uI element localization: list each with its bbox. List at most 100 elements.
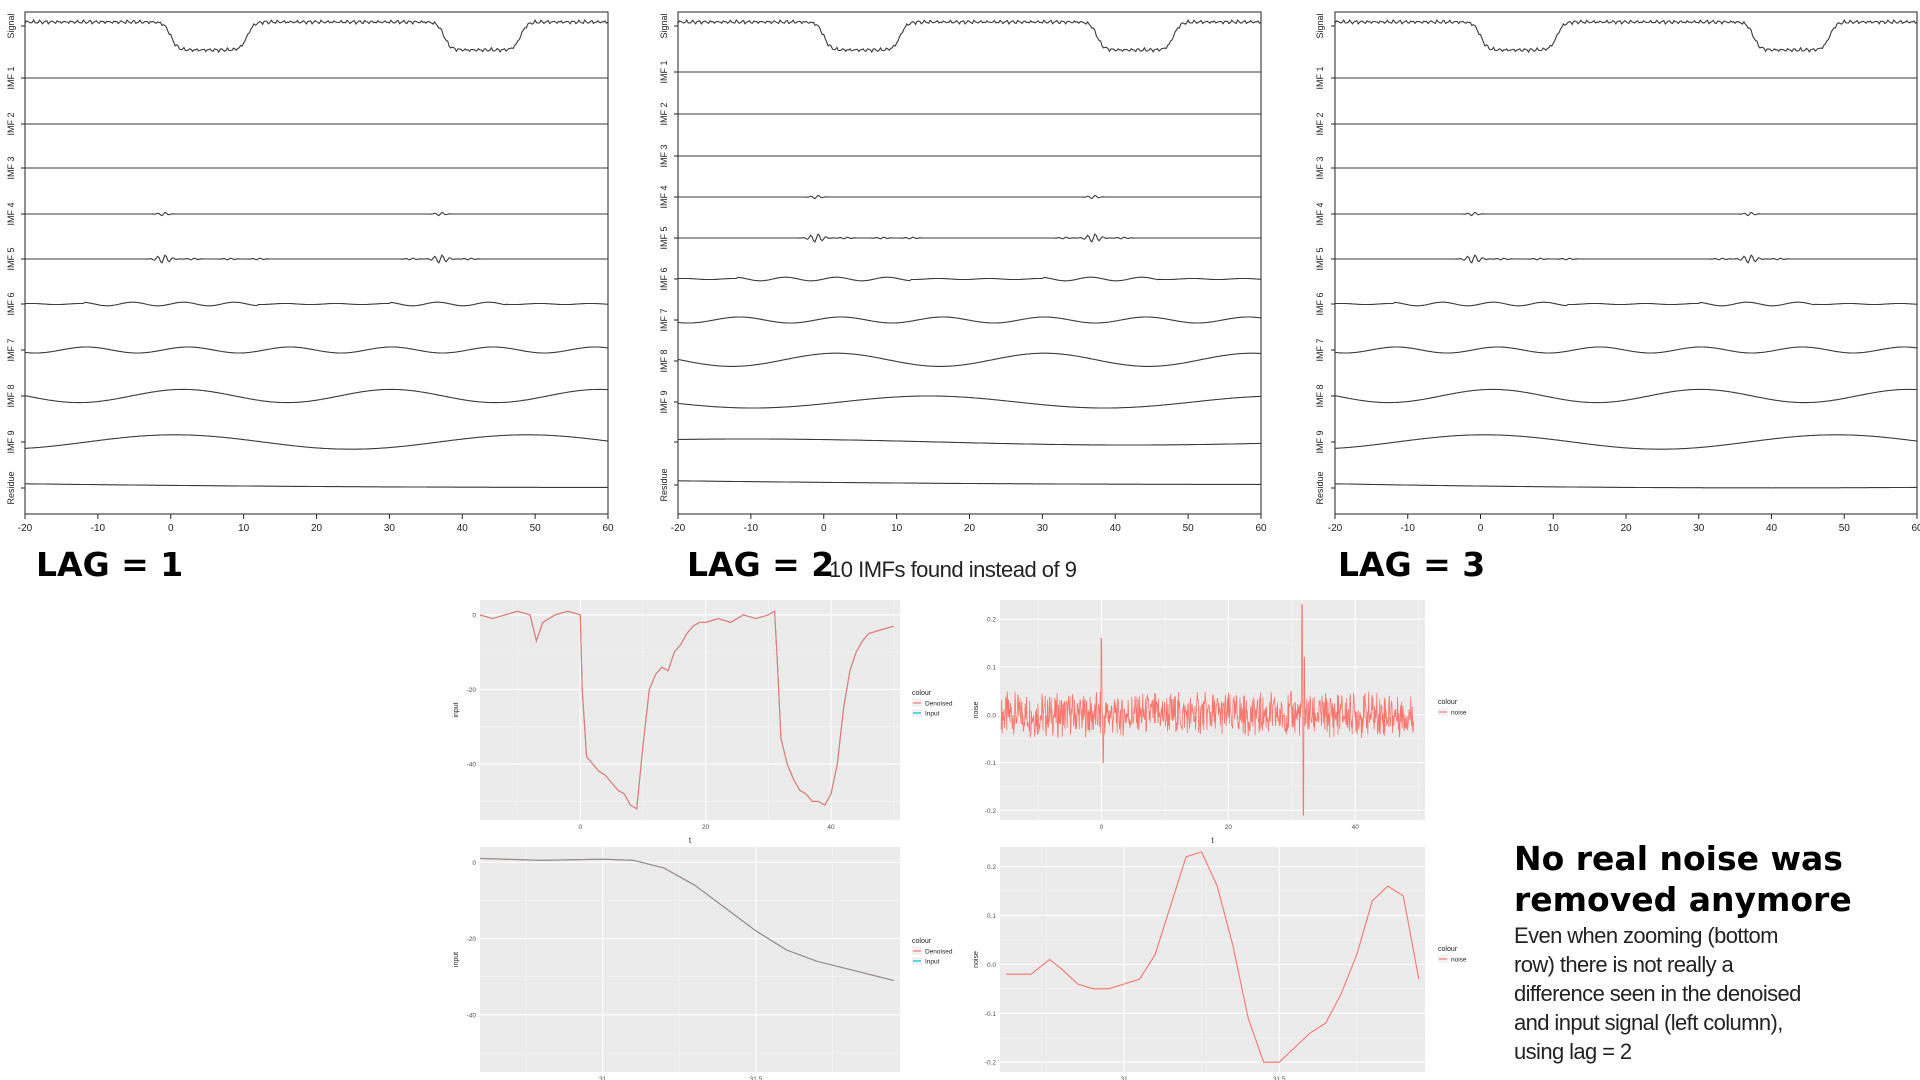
x-axis-title: t bbox=[1211, 836, 1214, 845]
emd-x-tick-label: 60 bbox=[602, 523, 614, 534]
x-tick-label: 40 bbox=[1352, 824, 1360, 831]
legend-item-label: Input bbox=[925, 711, 940, 718]
y-tick-label: -0.2 bbox=[985, 808, 997, 815]
emd-row-label: Residue bbox=[659, 468, 669, 501]
emd-row-label: IMF 2 bbox=[6, 112, 16, 135]
legend-item-label: Input bbox=[925, 959, 940, 966]
emd-panel-3: Signal IMF 1 IMF 2 IMF 3 IMF 4 IMF 5 IMF 6 IMF … bbox=[1315, 11, 1920, 534]
emd-trace-imf-7 bbox=[677, 316, 1262, 324]
body-line-3: difference seen in the denoised bbox=[1514, 981, 1801, 1006]
plot-background bbox=[480, 600, 900, 820]
emd-x-tick-label: 20 bbox=[964, 523, 976, 534]
emd-row-label: IMF 5 bbox=[6, 247, 16, 270]
y-axis-title: input bbox=[453, 702, 460, 717]
emd-x-tick-label: 20 bbox=[311, 523, 323, 534]
emd-row-label: IMF 9 bbox=[1315, 430, 1325, 453]
emd-x-tick-label: 0 bbox=[168, 523, 174, 534]
emd-row-label: IMF 8 bbox=[1315, 384, 1325, 407]
y-tick-label: -0.2 bbox=[985, 1060, 997, 1067]
y-tick-label: 0 bbox=[472, 860, 476, 867]
conclusion-body: Even when zooming (bottom row) there is … bbox=[1514, 921, 1914, 1066]
emd-trace-imf-8 bbox=[1334, 388, 1917, 404]
y-tick-label: 0.0 bbox=[987, 962, 996, 969]
emd-row-label: IMF 4 bbox=[659, 185, 669, 208]
emd-row-label: Signal bbox=[6, 13, 16, 38]
emd-trace-imf-7 bbox=[1334, 346, 1918, 354]
emd-row-label: IMF 6 bbox=[6, 292, 16, 315]
lag2-label: LAG = 2 bbox=[687, 545, 835, 584]
emd-x-tick-label: 30 bbox=[384, 523, 396, 534]
legend-item-label: Denoised bbox=[925, 949, 953, 956]
emd-trace-imf-4 bbox=[1335, 211, 1917, 217]
lag2-note: 10 IMFs found instead of 9 bbox=[829, 557, 1077, 582]
emd-trace-imf-8 bbox=[677, 352, 1261, 367]
emd-trace-imf-5 bbox=[1335, 254, 1917, 264]
emd-x-tick-label: 40 bbox=[457, 523, 469, 534]
emd-trace-imf-6 bbox=[24, 301, 609, 307]
headline-line-1: No real noise was bbox=[1514, 839, 1843, 878]
y-tick-label: 0.1 bbox=[987, 664, 996, 671]
emd-trace-imf-6 bbox=[677, 276, 1262, 282]
emd-x-tick-label: 60 bbox=[1255, 523, 1267, 534]
emd-row-label: IMF 3 bbox=[659, 144, 669, 167]
emd-x-tick-label: -10 bbox=[744, 523, 759, 534]
legend-title: colour bbox=[912, 690, 932, 697]
emd-x-tick-label: 30 bbox=[1037, 523, 1049, 534]
emd-row-label: IMF 9 bbox=[659, 390, 669, 413]
y-tick-label: -40 bbox=[467, 762, 477, 769]
emd-row-label: IMF 1 bbox=[6, 66, 16, 89]
emd-row-label: IMF 2 bbox=[659, 102, 669, 125]
emd-trace-imf-6 bbox=[1334, 301, 1918, 307]
emd-row-label: IMF 1 bbox=[659, 60, 669, 83]
y-tick-label: 0 bbox=[472, 612, 476, 619]
ggplot-panel-3: 31 31.5 0 -20 -40 input colour Denoised Input bbox=[453, 847, 953, 1080]
y-tick-label: -0.1 bbox=[985, 760, 997, 767]
emd-x-tick-label: -20 bbox=[1328, 523, 1343, 534]
x-tick-label: 0 bbox=[578, 824, 582, 831]
y-axis-title: noise bbox=[973, 702, 980, 719]
emd-trace-imf-5 bbox=[25, 254, 608, 264]
plot-background bbox=[1000, 847, 1425, 1072]
emd-row-label: IMF 4 bbox=[6, 202, 16, 225]
emd-panels: Signal IMF 1 IMF 2 IMF 3 IMF 4 IMF 5 IMF 6 IMF … bbox=[6, 11, 1920, 534]
emd-x-tick-label: 50 bbox=[1839, 523, 1851, 534]
series-overlap-line bbox=[480, 857, 895, 981]
emd-trace-imf-8 bbox=[24, 388, 608, 404]
body-line-4: and input signal (left column), bbox=[1514, 1010, 1783, 1035]
emd-row-label: IMF 4 bbox=[1315, 202, 1325, 225]
x-tick-label: 31.5 bbox=[1273, 1076, 1286, 1080]
emd-trace-imf-9 bbox=[677, 395, 1261, 409]
emd-trace-signal bbox=[677, 18, 1262, 54]
emd-row-label: IMF 7 bbox=[659, 308, 669, 331]
emd-trace-residue bbox=[678, 480, 1261, 485]
emd-x-tick-label: -10 bbox=[91, 523, 106, 534]
emd-row-label: IMF 1 bbox=[1315, 66, 1325, 89]
emd-x-tick-label: 0 bbox=[1478, 523, 1484, 534]
emd-row-label: IMF 5 bbox=[659, 226, 669, 249]
emd-row-label: IMF 3 bbox=[6, 156, 16, 179]
y-tick-label: -0.1 bbox=[985, 1011, 997, 1018]
emd-trace-imf-9 bbox=[1334, 434, 1918, 450]
emd-row-label: Signal bbox=[659, 13, 669, 38]
emd-trace-imf-4 bbox=[25, 211, 608, 217]
emd-row-label: IMF 3 bbox=[1315, 156, 1325, 179]
y-tick-label: 0.2 bbox=[987, 617, 996, 624]
headline-line-2: removed anymore bbox=[1514, 880, 1852, 919]
emd-x-tick-label: 40 bbox=[1110, 523, 1122, 534]
emd-trace-residue bbox=[1335, 483, 1917, 489]
emd-x-tick-label: 40 bbox=[1766, 523, 1778, 534]
body-line-5: using lag = 2 bbox=[1514, 1039, 1632, 1064]
emd-trace-imf-9 bbox=[24, 434, 609, 450]
x-tick-label: 0 bbox=[1100, 824, 1104, 831]
emd-x-tick-label: 50 bbox=[530, 523, 542, 534]
emd-row-label: IMF 9 bbox=[6, 430, 16, 453]
body-line-2: row) there is not really a bbox=[1514, 952, 1734, 977]
lag3-label: LAG = 3 bbox=[1338, 545, 1486, 584]
emd-x-tick-label: 20 bbox=[1620, 523, 1632, 534]
emd-row-label: IMF 7 bbox=[1315, 338, 1325, 361]
series-denoised-line bbox=[480, 610, 894, 810]
conclusion-headline: No real noise was removed anymore bbox=[1514, 838, 1914, 920]
y-axis-title: input bbox=[453, 952, 460, 967]
x-tick-label: 20 bbox=[1225, 824, 1233, 831]
